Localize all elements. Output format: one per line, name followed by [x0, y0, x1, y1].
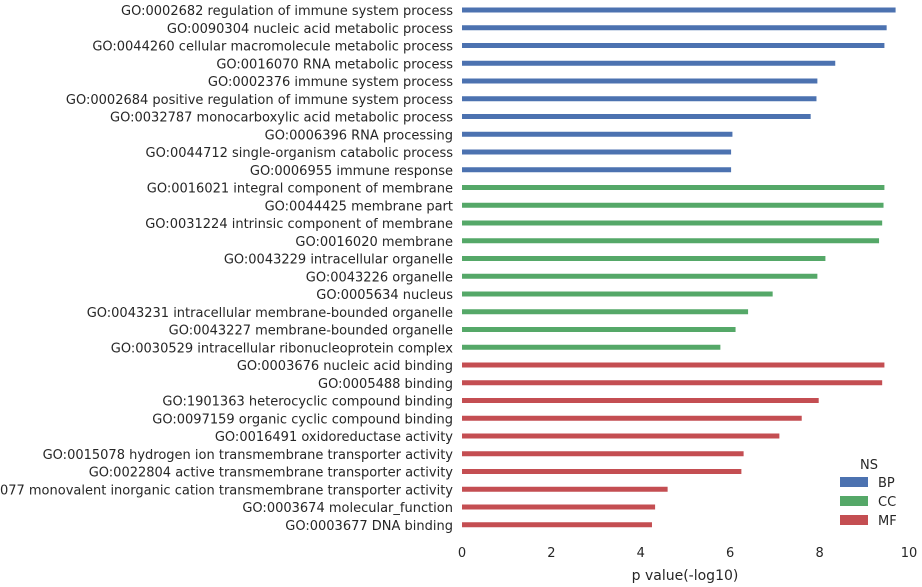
legend-title: NS [860, 458, 878, 473]
x-tick-label: 8 [815, 546, 823, 561]
bar-bp [462, 149, 732, 155]
legend-swatch-bp [840, 477, 868, 487]
category-label: GO:0043226 organelle [306, 270, 453, 285]
bar-mf [462, 380, 883, 386]
bar-cc [462, 185, 885, 190]
category-label: GO:1901363 heterocyclic compound binding [162, 395, 453, 410]
bar-cc [462, 256, 826, 261]
bar-cc [462, 291, 773, 297]
bar-mf [462, 486, 668, 492]
category-label: GO:0016020 membrane [295, 235, 453, 250]
bar-mf [462, 415, 802, 421]
bar-cc [462, 344, 721, 350]
bar-bp [462, 78, 818, 84]
bar-bp [462, 60, 836, 66]
category-label: GO:0022804 active transmembrane transpor… [89, 466, 454, 481]
category-label: GO:0044425 membrane part [265, 199, 453, 214]
category-label: GO:0090304 nucleic acid metabolic proces… [167, 22, 453, 37]
category-labels: GO:0002682 regulation of immune system p… [0, 4, 453, 534]
category-label: GO:0044712 single-organism catabolic pro… [146, 146, 454, 161]
category-label: GO:0044260 cellular macromolecule metabo… [92, 40, 453, 55]
x-tick-label: 10 [901, 546, 918, 561]
x-tick-label: 0 [458, 546, 466, 561]
category-label: GO:0015077 monovalent inorganic cation t… [0, 483, 453, 498]
bar-mf [462, 398, 819, 403]
category-label: GO:0002376 immune system process [208, 75, 453, 90]
category-label: GO:0005634 nucleus [316, 288, 453, 303]
bar-mf [462, 433, 780, 439]
category-label: GO:0006396 RNA processing [265, 128, 453, 143]
bar-mf [462, 504, 656, 510]
bar-bp [462, 96, 817, 102]
x-tick-label: 2 [547, 546, 555, 561]
category-label: GO:0016491 oxidoreductase activity [215, 430, 453, 445]
category-label: GO:0043231 intracellular membrane-bounde… [87, 306, 453, 321]
category-label: GO:0003676 nucleic acid binding [237, 359, 453, 374]
bar-mf [462, 451, 744, 457]
legend-swatch-cc [840, 496, 868, 506]
category-label: GO:0043229 intracellular organelle [224, 253, 453, 268]
bar-cc [462, 238, 880, 244]
bars-layer [462, 7, 896, 528]
category-label: GO:0030529 intracellular ribonucleoprote… [111, 341, 454, 356]
x-axis-label: p value(-log10) [632, 568, 739, 584]
category-label: GO:0002682 regulation of immune system p… [121, 4, 453, 19]
bar-bp [462, 131, 733, 137]
bar-cc [462, 309, 749, 315]
category-label: GO:0003677 DNA binding [285, 519, 453, 534]
category-label: GO:0031224 intrinsic component of membra… [145, 217, 453, 232]
category-label: GO:0016021 integral component of membran… [147, 182, 453, 197]
bar-bp [462, 25, 887, 31]
category-label: GO:0002684 positive regulation of immune… [66, 93, 453, 108]
legend-label-mf: MF [878, 514, 897, 529]
category-label: GO:0032787 monocarboxylic acid metabolic… [110, 111, 453, 126]
bar-cc [462, 273, 818, 279]
category-label: GO:0097159 organic cyclic compound bindi… [152, 412, 453, 427]
category-label: GO:0043227 membrane-bounded organelle [169, 324, 453, 339]
category-label: GO:0015078 hydrogen ion transmembrane tr… [43, 448, 454, 463]
legend-swatch-mf [840, 515, 868, 525]
bar-cc [462, 220, 883, 226]
category-label: GO:0003674 molecular_function [242, 501, 453, 516]
bar-mf [462, 522, 652, 528]
category-label: GO:0016070 RNA metabolic process [216, 57, 453, 72]
legend-label-cc: CC [878, 495, 896, 510]
bar-cc [462, 202, 884, 208]
x-axis: 0 2 4 6 8 10 [458, 546, 917, 561]
bar-cc [462, 327, 736, 332]
legend: NS BP CC MF [840, 458, 897, 529]
category-label: GO:0005488 binding [318, 377, 453, 392]
bar-bp [462, 167, 732, 173]
bar-mf [462, 362, 885, 368]
bar-bp [462, 7, 896, 13]
category-label: GO:0006955 immune response [250, 164, 453, 179]
bar-bp [462, 114, 811, 119]
bar-bp [462, 43, 885, 48]
x-tick-label: 4 [637, 546, 645, 561]
legend-label-bp: BP [878, 476, 895, 491]
x-tick-label: 6 [726, 546, 734, 561]
bar-mf [462, 469, 742, 474]
